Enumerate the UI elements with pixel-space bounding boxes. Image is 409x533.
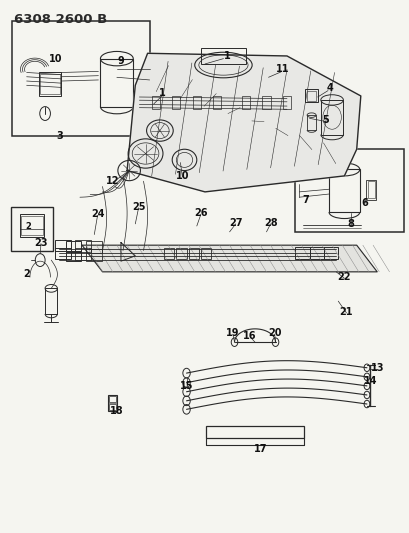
Bar bbox=[164, 248, 174, 259]
Text: 20: 20 bbox=[267, 328, 281, 338]
Bar bbox=[55, 240, 71, 251]
Text: 6308 2600 B: 6308 2600 B bbox=[14, 13, 107, 26]
Bar bbox=[11, 207, 53, 251]
Bar bbox=[86, 249, 102, 261]
Text: 4: 4 bbox=[326, 83, 333, 93]
Bar bbox=[200, 248, 211, 259]
Bar bbox=[205, 426, 303, 438]
Text: 28: 28 bbox=[263, 218, 277, 228]
Text: 6: 6 bbox=[361, 198, 367, 207]
Text: 1: 1 bbox=[224, 51, 230, 61]
Bar bbox=[74, 240, 91, 252]
Text: 7: 7 bbox=[301, 195, 308, 205]
Bar bbox=[306, 91, 315, 101]
Text: 21: 21 bbox=[339, 307, 352, 317]
Text: 11: 11 bbox=[276, 64, 289, 74]
Bar bbox=[40, 74, 60, 94]
Text: 10: 10 bbox=[49, 54, 62, 63]
Bar bbox=[367, 181, 374, 198]
Bar bbox=[55, 248, 71, 259]
Bar bbox=[294, 149, 403, 232]
Text: 5: 5 bbox=[322, 115, 328, 125]
Bar bbox=[172, 96, 180, 109]
Text: 1: 1 bbox=[158, 88, 165, 98]
Polygon shape bbox=[127, 53, 360, 192]
Bar bbox=[320, 100, 343, 134]
Bar bbox=[282, 96, 290, 109]
Bar bbox=[200, 48, 245, 64]
Bar bbox=[109, 404, 116, 410]
Bar bbox=[86, 241, 102, 253]
Text: 24: 24 bbox=[91, 209, 104, 219]
Text: 12: 12 bbox=[106, 176, 119, 186]
Text: 17: 17 bbox=[253, 444, 266, 454]
Bar bbox=[65, 251, 81, 261]
Bar bbox=[294, 247, 309, 259]
Text: 14: 14 bbox=[364, 376, 377, 386]
Bar bbox=[309, 247, 323, 259]
Bar bbox=[323, 247, 337, 259]
Text: 26: 26 bbox=[194, 208, 207, 218]
Bar bbox=[151, 96, 160, 109]
Bar bbox=[188, 248, 198, 259]
Bar bbox=[45, 288, 57, 314]
Text: 2: 2 bbox=[23, 270, 30, 279]
Text: 13: 13 bbox=[370, 363, 383, 373]
Bar bbox=[328, 169, 359, 212]
Text: 19: 19 bbox=[226, 328, 239, 338]
Text: 10: 10 bbox=[175, 171, 189, 181]
Bar bbox=[12, 21, 149, 136]
Text: 2: 2 bbox=[25, 222, 31, 231]
Bar bbox=[21, 216, 43, 235]
Bar bbox=[108, 395, 117, 411]
Bar bbox=[100, 59, 133, 107]
Text: 27: 27 bbox=[229, 218, 242, 228]
Bar bbox=[305, 89, 317, 102]
Text: 18: 18 bbox=[110, 407, 124, 416]
Text: 23: 23 bbox=[34, 238, 47, 247]
Text: 8: 8 bbox=[346, 219, 353, 229]
Bar bbox=[20, 214, 44, 237]
Polygon shape bbox=[82, 245, 376, 272]
Bar bbox=[65, 241, 81, 252]
Bar bbox=[365, 180, 375, 200]
Bar bbox=[306, 115, 315, 130]
Text: 15: 15 bbox=[180, 382, 193, 391]
Bar bbox=[74, 248, 91, 260]
Bar bbox=[39, 72, 61, 96]
Text: 16: 16 bbox=[243, 331, 256, 341]
Bar bbox=[241, 96, 249, 109]
Text: 3: 3 bbox=[56, 131, 63, 141]
Bar bbox=[192, 96, 200, 109]
Text: 22: 22 bbox=[337, 272, 350, 282]
Bar bbox=[262, 96, 270, 109]
Bar bbox=[176, 248, 186, 259]
Text: 25: 25 bbox=[132, 202, 145, 212]
Bar bbox=[109, 396, 116, 402]
Bar bbox=[213, 96, 221, 109]
Text: 9: 9 bbox=[117, 56, 124, 66]
